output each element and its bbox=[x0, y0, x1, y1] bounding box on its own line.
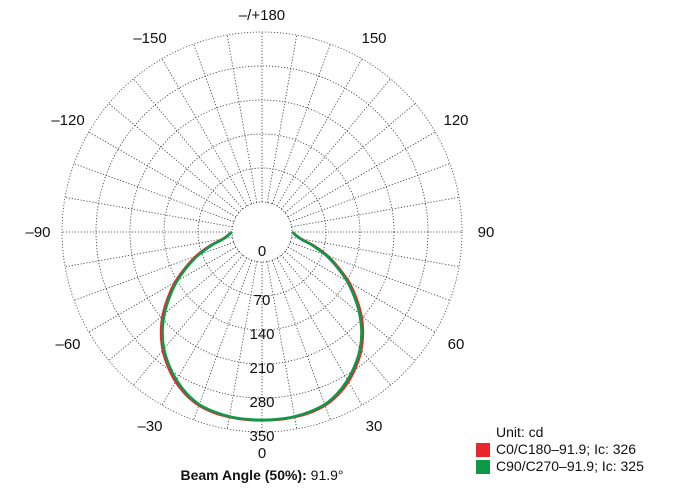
legend-swatch-green bbox=[476, 459, 490, 474]
beam-angle-label: Beam Angle (50%): bbox=[180, 467, 307, 483]
grid-spoke bbox=[73, 241, 234, 301]
angle-tick-label: –/+180 bbox=[239, 7, 285, 24]
angle-tick-label: –30 bbox=[137, 418, 162, 435]
grid-circle bbox=[197, 167, 327, 297]
grid-spoke bbox=[161, 257, 248, 406]
grid-spoke bbox=[266, 34, 298, 203]
unit-label: Unit: cd bbox=[496, 424, 544, 440]
grid-spoke bbox=[276, 58, 363, 207]
grid-spoke bbox=[291, 196, 460, 228]
legend: Unit: cd C0/C180–91.9; Ic: 326 C90/C270–… bbox=[476, 424, 644, 475]
grid-spoke bbox=[64, 196, 233, 228]
angle-tick-label: 120 bbox=[443, 112, 468, 129]
grid-spoke bbox=[271, 260, 331, 421]
grid-spoke bbox=[290, 163, 451, 223]
grid-spoke bbox=[161, 58, 248, 207]
angle-tick-label: 150 bbox=[361, 30, 386, 47]
radial-tick-label: 140 bbox=[249, 326, 274, 343]
angle-tick-label: 0 bbox=[258, 445, 266, 462]
grid-spoke bbox=[73, 163, 234, 223]
beam-angle-value: 91.9° bbox=[310, 467, 344, 483]
legend-item-c0: C0/C180–91.9; Ic: 326 bbox=[476, 441, 644, 458]
legend-item-c90: C90/C270–91.9; Ic: 325 bbox=[476, 458, 644, 475]
polar-grid bbox=[61, 31, 463, 433]
angle-tick-label: –60 bbox=[55, 336, 80, 353]
radial-tick-label: 70 bbox=[254, 292, 271, 309]
grid-spoke bbox=[280, 254, 391, 386]
legend-label-c0: C0/C180–91.9; Ic: 326 bbox=[496, 441, 637, 457]
angle-tick-label: 60 bbox=[448, 336, 465, 353]
grid-spoke bbox=[284, 103, 416, 214]
angle-tick-label: –120 bbox=[51, 112, 84, 129]
radial-tick-label: 350 bbox=[249, 428, 274, 445]
grid-spoke bbox=[64, 236, 233, 268]
grid-circle bbox=[129, 99, 395, 365]
grid-circle bbox=[61, 31, 463, 433]
grid-spoke bbox=[287, 246, 436, 333]
grid-spoke bbox=[271, 43, 331, 204]
angle-tick-label: –90 bbox=[25, 224, 50, 241]
angle-tick-label: 30 bbox=[366, 418, 383, 435]
grid-spoke bbox=[88, 246, 237, 333]
grid-spoke bbox=[291, 236, 460, 268]
grid-spoke bbox=[108, 250, 240, 361]
radial-tick-label: 210 bbox=[249, 360, 274, 377]
grid-spoke bbox=[193, 43, 253, 204]
legend-swatch-red bbox=[476, 442, 490, 457]
radial-tick-label: 0 bbox=[258, 243, 266, 260]
grid-spoke bbox=[290, 241, 451, 301]
axis-labels: 0 70 140 210 280 350 –/+180 150 –150 120 –120 90 –90… bbox=[25, 7, 494, 462]
grid-spoke bbox=[284, 250, 416, 361]
grid-spoke bbox=[108, 103, 240, 214]
grid-spoke bbox=[133, 78, 244, 210]
grid-circle bbox=[95, 65, 429, 399]
grid-spoke bbox=[276, 257, 363, 406]
grid-spoke bbox=[193, 260, 253, 421]
grid-spoke bbox=[226, 34, 258, 203]
angle-tick-label: –150 bbox=[133, 30, 166, 47]
grid-circle bbox=[163, 133, 361, 331]
radial-tick-label: 280 bbox=[249, 394, 274, 411]
series-line-1 bbox=[161, 230, 363, 422]
beam-angle: Beam Angle (50%): 91.9° bbox=[0, 467, 524, 483]
grid-spoke bbox=[133, 254, 244, 386]
angle-tick-label: 90 bbox=[478, 224, 495, 241]
grid-spoke bbox=[88, 131, 237, 218]
grid-spoke bbox=[280, 78, 391, 210]
legend-label-c90: C90/C270–91.9; Ic: 325 bbox=[496, 458, 644, 474]
candela-curves bbox=[159, 230, 365, 422]
grid-spoke bbox=[266, 261, 298, 430]
grid-spoke bbox=[287, 131, 436, 218]
grid-spoke bbox=[226, 261, 258, 430]
